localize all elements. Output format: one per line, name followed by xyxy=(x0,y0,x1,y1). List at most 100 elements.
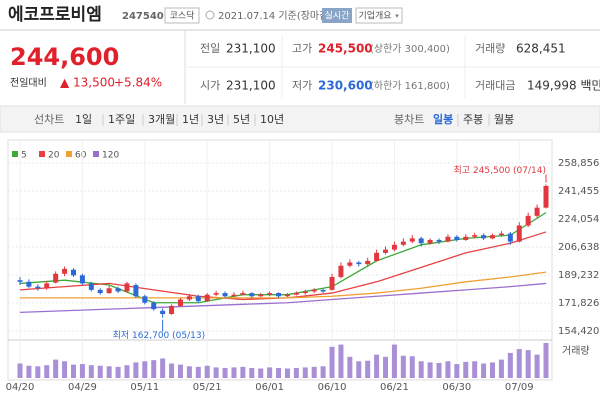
candle-body xyxy=(418,238,424,244)
candle-body xyxy=(106,288,112,294)
volume-bar xyxy=(534,354,540,378)
y-tick-label: 206,638 xyxy=(558,242,599,253)
date: 2021.07.14 기준(장마감) xyxy=(218,10,332,22)
candle-body xyxy=(124,283,130,292)
stat-label: 고가 xyxy=(292,42,312,55)
volume-bar xyxy=(222,367,228,378)
volume-bar xyxy=(124,365,130,378)
annotation: 최고 245,500 (07/14) xyxy=(454,165,546,176)
candle-body xyxy=(329,276,335,290)
stat-label: 거래대금 xyxy=(475,79,515,92)
up-arrow: ▲ xyxy=(60,76,70,90)
tab[interactable]: 5년 xyxy=(233,113,250,126)
stat-value: 628,451 xyxy=(516,42,566,56)
volume-bar xyxy=(44,365,50,378)
volume-bar xyxy=(133,362,139,378)
volume-bar xyxy=(436,362,442,378)
realtime[interactable]: 실시간 xyxy=(325,11,350,22)
volume-label: 거래량 xyxy=(562,345,590,357)
volume-bar xyxy=(79,364,85,378)
stat-value: 149,998 백만 xyxy=(527,79,600,93)
candle-body xyxy=(142,296,148,303)
volume-bar xyxy=(97,365,103,378)
stat-value: 231,100 xyxy=(226,79,276,93)
stat-note: (하한가 161,800) xyxy=(370,79,450,92)
market-badge xyxy=(164,7,200,24)
candle-body xyxy=(481,235,487,239)
candle-body xyxy=(151,302,157,310)
candle-body xyxy=(276,293,282,297)
tab[interactable]: 1주일 xyxy=(108,112,135,126)
candle-body xyxy=(186,296,192,300)
candle-body xyxy=(195,296,201,302)
candle-body xyxy=(525,215,531,226)
volume-bar xyxy=(391,344,397,378)
y-tick-label: 154,420 xyxy=(558,326,599,337)
candle-body xyxy=(222,293,228,297)
tab[interactable]: 1일 xyxy=(75,112,92,126)
x-tick-label: 06/30 xyxy=(442,382,471,393)
volume-bar xyxy=(400,355,406,378)
clock-icon xyxy=(205,10,215,20)
candle-body xyxy=(516,225,522,242)
candle-body xyxy=(267,293,273,295)
stat-value: 230,600 xyxy=(318,79,373,93)
candle-body xyxy=(445,236,451,242)
volume-bar xyxy=(267,367,273,378)
candle-body xyxy=(17,280,23,282)
volume-bar xyxy=(169,363,175,378)
candle-body xyxy=(115,288,121,292)
candle-body xyxy=(320,289,326,292)
candle-body xyxy=(231,294,237,297)
candle-body xyxy=(302,291,308,294)
market: 코스닥 xyxy=(170,11,195,22)
candle-body xyxy=(70,269,76,276)
plot-frame xyxy=(7,139,553,381)
volume-bar xyxy=(177,364,183,378)
tab[interactable]: 10년 xyxy=(260,113,284,126)
tab[interactable]: 3년 xyxy=(207,113,224,126)
realtime-badge[interactable] xyxy=(322,8,352,23)
candle-body xyxy=(284,294,290,297)
candle-body xyxy=(383,249,389,253)
volume-bar xyxy=(409,356,415,378)
legend-label: 5 xyxy=(21,151,27,161)
volume-bar xyxy=(463,361,469,378)
menu-caret: ▾ xyxy=(395,12,399,20)
volume-bar xyxy=(516,349,522,378)
tab[interactable]: 1년 xyxy=(182,113,199,126)
legend-swatch xyxy=(12,151,18,157)
volume-bar xyxy=(338,344,344,378)
x-tick-label: 04/20 xyxy=(6,382,35,393)
tab[interactable]: 월봉 xyxy=(494,113,514,126)
menu-button[interactable] xyxy=(355,7,403,24)
volume-bar xyxy=(374,354,380,378)
tab[interactable]: 주봉 xyxy=(463,113,483,126)
percent: +5.84% xyxy=(114,76,162,90)
x-tick-label: 05/11 xyxy=(130,382,159,393)
candle-body xyxy=(463,236,469,240)
volume-bar xyxy=(445,361,451,378)
x-tick-label: 04/29 xyxy=(68,382,97,393)
stock-code: 247540 xyxy=(122,11,164,22)
stat-value: 231,100 xyxy=(226,42,276,56)
candle-body xyxy=(240,293,246,295)
candle-body xyxy=(409,238,415,242)
volume-bar xyxy=(106,366,112,378)
volume-bar xyxy=(454,364,460,378)
tab-label: 선차트 xyxy=(34,113,64,126)
legend-swatch xyxy=(93,151,99,157)
stock-name: 에코프로비엠 xyxy=(8,5,102,25)
tab[interactable]: 3개월 xyxy=(148,113,175,126)
candle-body xyxy=(498,233,504,236)
tab[interactable]: 일봉 xyxy=(433,112,453,126)
candle-body xyxy=(365,260,371,265)
volume-bar xyxy=(53,359,59,378)
candle-body xyxy=(213,293,219,295)
moving-average xyxy=(19,282,547,314)
menu[interactable]: 기업개요 xyxy=(358,11,391,22)
candle-body xyxy=(160,310,166,314)
candle-body xyxy=(258,294,264,297)
volume-bar xyxy=(490,362,496,378)
